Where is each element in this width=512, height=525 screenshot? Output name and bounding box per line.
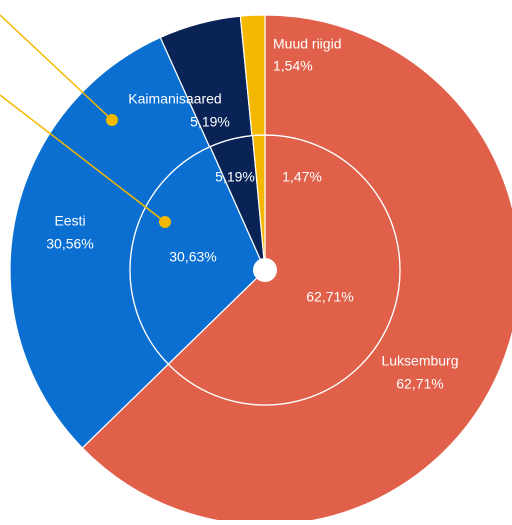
annotation-line xyxy=(0,94,166,223)
value-label: 5,19% xyxy=(215,169,255,185)
center-hole xyxy=(253,258,277,282)
category-label: Eesti xyxy=(54,213,85,229)
annotation-dot xyxy=(159,216,171,228)
value-label: 62,71% xyxy=(396,376,443,392)
value-label: 62,71% xyxy=(306,289,353,305)
inner-ring-outline xyxy=(129,134,401,406)
value-label: 1,54% xyxy=(273,58,313,74)
value-label: 30,63% xyxy=(169,249,216,265)
annotation-dot xyxy=(106,114,118,126)
category-label: Muud riigid xyxy=(273,36,341,52)
annotation-line xyxy=(0,14,113,121)
rings xyxy=(9,14,512,525)
category-label: Kaimanisaared xyxy=(128,91,221,107)
value-label: 30,56% xyxy=(46,236,93,252)
category-label: Luksemburg xyxy=(381,353,458,369)
value-label: 5,19% xyxy=(190,114,230,130)
value-label: 1,47% xyxy=(282,169,322,185)
